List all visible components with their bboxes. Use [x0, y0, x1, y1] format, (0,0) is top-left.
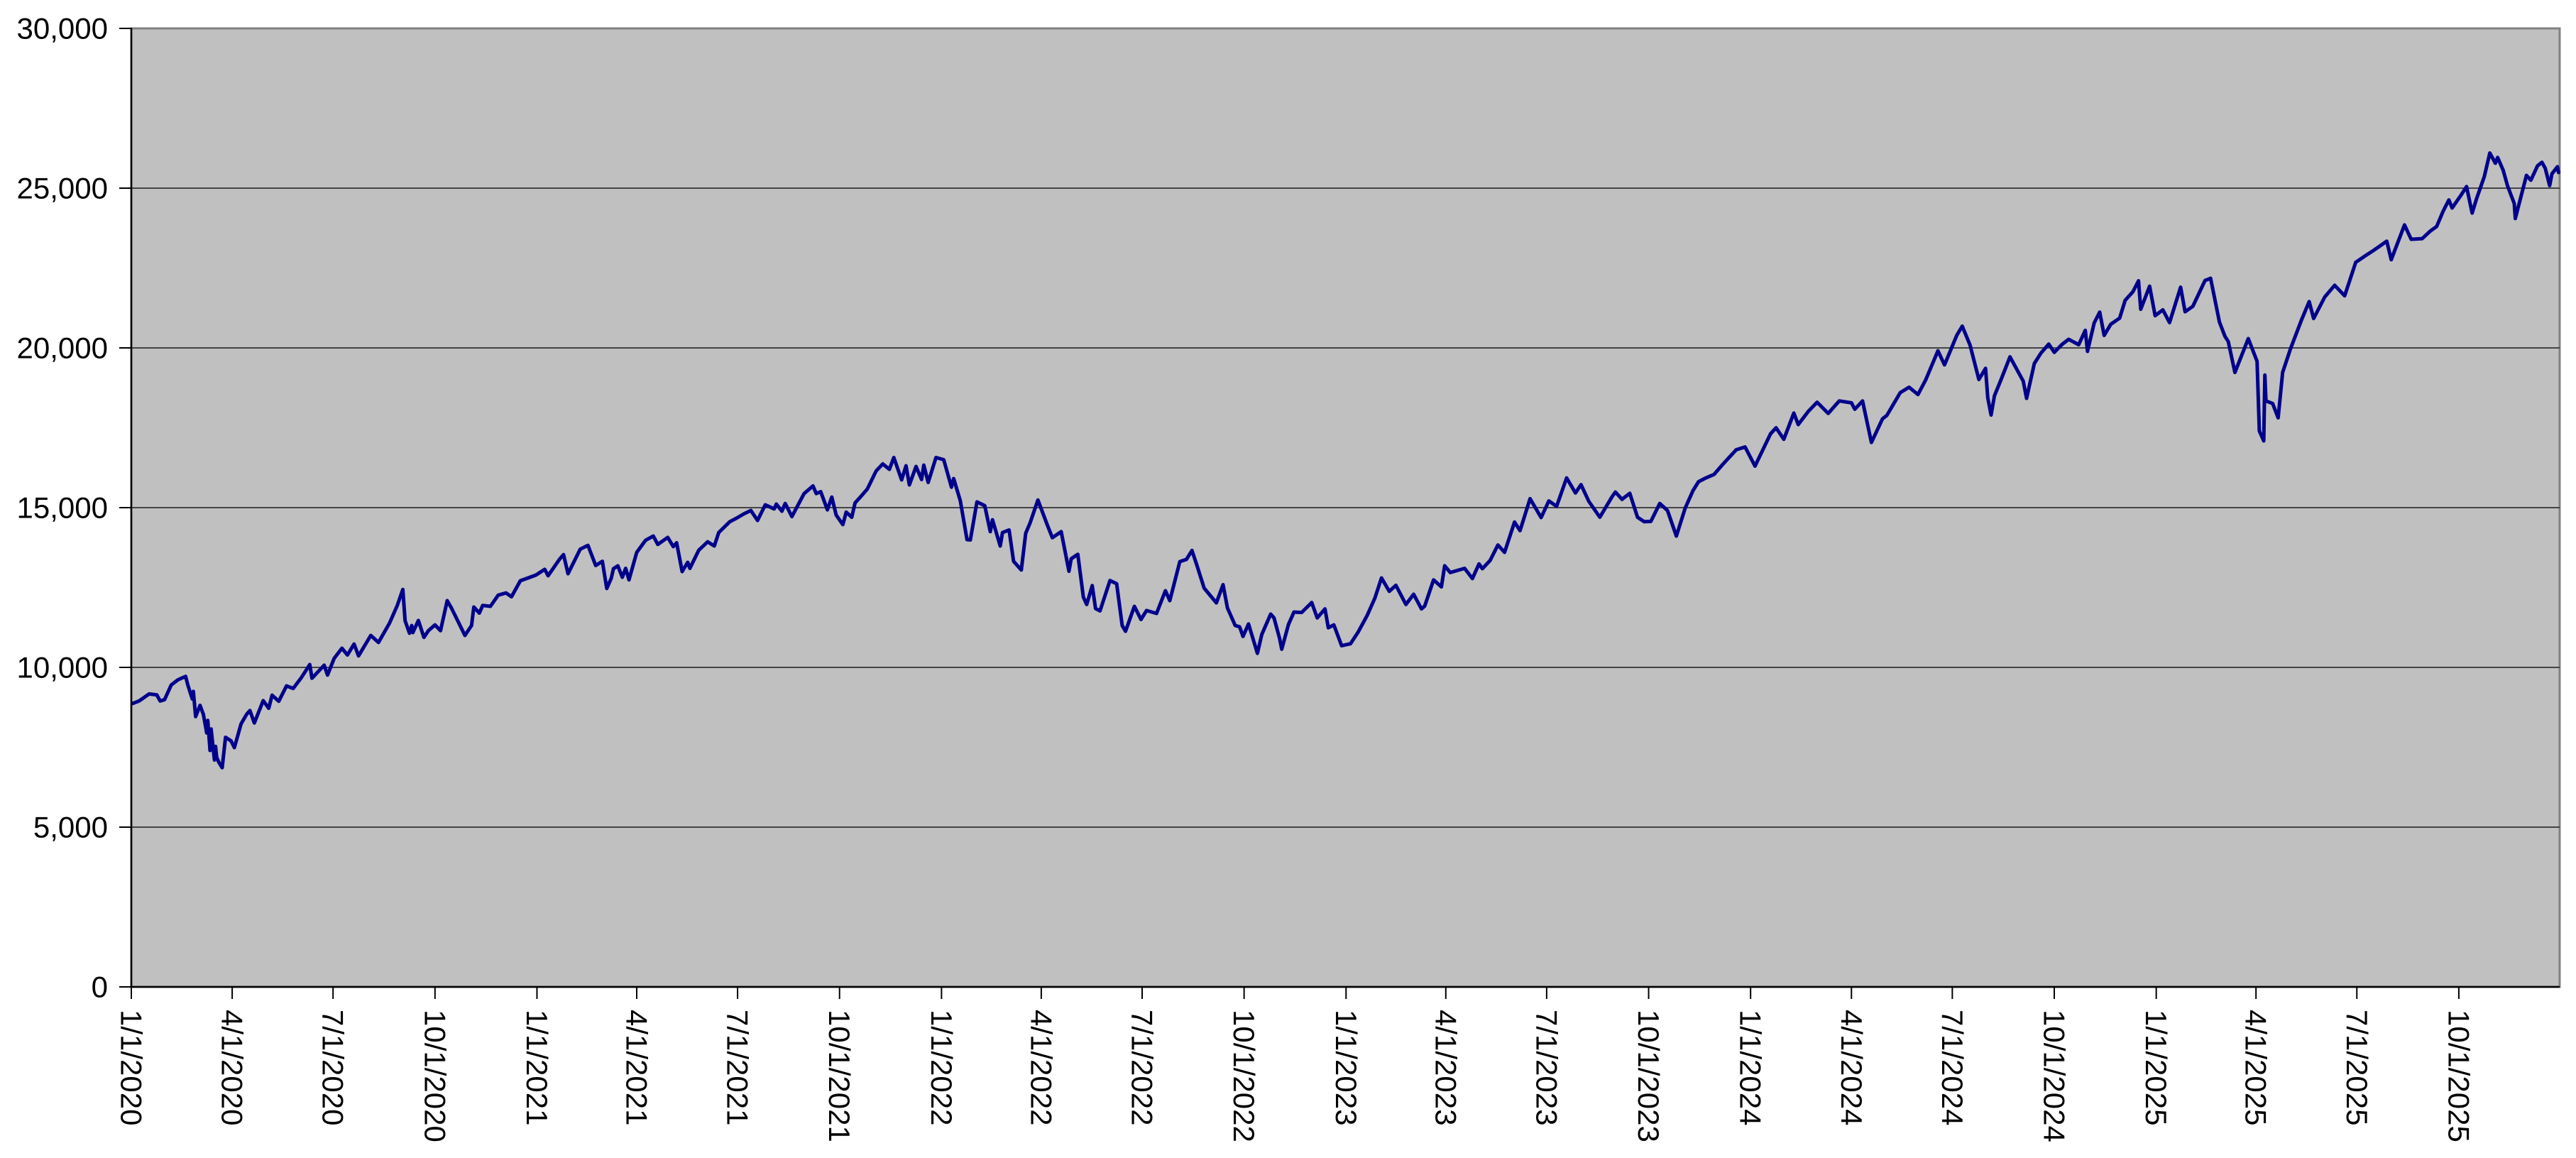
- x-axis-label: 4/1/2025: [2240, 1010, 2273, 1126]
- x-axis-label: 10/1/2024: [2038, 1010, 2071, 1142]
- x-axis-label: 4/1/2022: [1024, 1010, 1058, 1126]
- y-axis-labels-group: 0 5,000 10,000 15,000 20,000 25,000 30,000: [17, 12, 108, 1004]
- x-axis-label: 4/1/2020: [216, 1010, 249, 1126]
- axis-ticks-group: [119, 28, 2460, 999]
- x-axis-label: 4/1/2021: [620, 1010, 653, 1126]
- x-axis-label: 1/1/2023: [1330, 1010, 1363, 1126]
- x-axis-label: 7/1/2022: [1125, 1010, 1158, 1126]
- x-axis-label: 7/1/2023: [1530, 1010, 1563, 1126]
- x-axis-label: 10/1/2023: [1632, 1010, 1665, 1142]
- gridlines-group: [131, 187, 2560, 828]
- price-line-series: [131, 151, 2560, 770]
- x-axis-label: 4/1/2023: [1429, 1010, 1462, 1126]
- x-axis-label: 7/1/2020: [317, 1010, 350, 1126]
- x-axis-label: 10/1/2022: [1227, 1010, 1261, 1142]
- x-axis-label: 10/1/2020: [418, 1010, 451, 1142]
- x-axis-label: 10/1/2021: [823, 1010, 856, 1142]
- x-axis-label: 1/1/2021: [520, 1010, 554, 1126]
- y-axis-label: 5,000: [33, 811, 108, 844]
- y-axis-label: 25,000: [17, 172, 108, 205]
- x-axis-label: 10/1/2025: [2442, 1010, 2475, 1142]
- x-axis-label: 1/1/2024: [1734, 1010, 1767, 1126]
- y-axis-label: 20,000: [17, 332, 108, 365]
- y-axis-label: 10,000: [17, 651, 108, 684]
- x-axis-label: 7/1/2025: [2340, 1010, 2374, 1126]
- x-axis-label: 7/1/2024: [1936, 1010, 1969, 1126]
- x-axis-labels-group: 1/1/2020 4/1/2020 7/1/2020 10/1/2020 1/1/202…: [115, 1010, 2476, 1142]
- x-axis-label: 1/1/2025: [2139, 1010, 2173, 1126]
- y-axis-label: 15,000: [17, 491, 108, 525]
- x-axis-label: 7/1/2021: [721, 1010, 755, 1126]
- y-axis-label: 30,000: [17, 12, 108, 45]
- x-axis-label: 1/1/2020: [115, 1010, 148, 1126]
- x-axis-label: 1/1/2022: [925, 1010, 958, 1126]
- x-axis-label: 4/1/2024: [1835, 1010, 1868, 1126]
- y-axis-label: 0: [92, 971, 108, 1004]
